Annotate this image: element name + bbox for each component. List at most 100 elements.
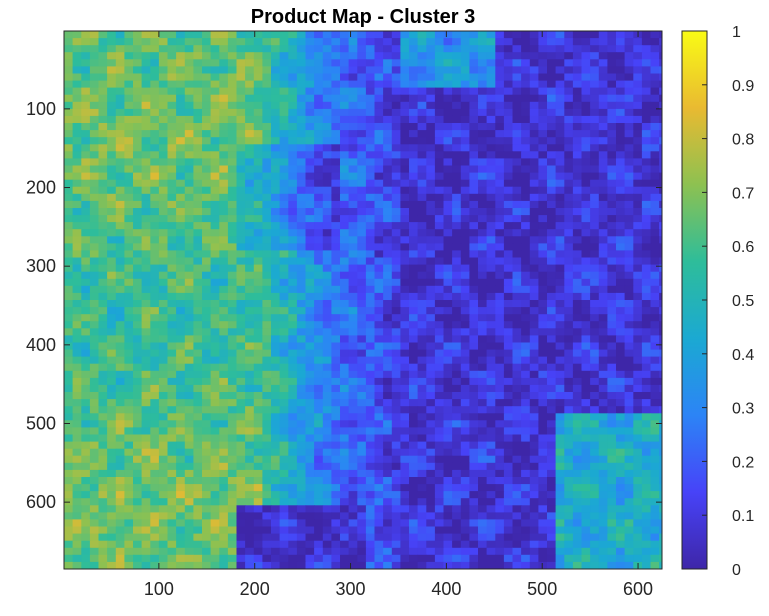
heatmap-cell: [529, 236, 539, 244]
heatmap-cell: [564, 130, 574, 138]
heatmap-cell: [89, 130, 100, 138]
heatmap-cell: [650, 377, 660, 386]
heatmap-cell: [478, 328, 488, 336]
heatmap-cell: [460, 243, 470, 252]
heatmap-cell: [253, 73, 263, 82]
heatmap-cell: [210, 257, 220, 266]
heatmap-cell: [434, 271, 445, 280]
heatmap-cell: [624, 115, 634, 124]
heatmap-cell: [400, 73, 410, 82]
heatmap-cell: [616, 257, 626, 266]
heatmap-cell: [391, 101, 401, 110]
heatmap-cell: [236, 484, 246, 492]
heatmap-cell: [529, 59, 539, 67]
heatmap-cell: [624, 200, 634, 209]
heatmap-cell: [210, 441, 220, 450]
heatmap-cell: [357, 427, 367, 436]
heatmap-cell: [98, 52, 108, 60]
heatmap-cell: [210, 427, 220, 436]
heatmap-cell: [322, 399, 332, 407]
heatmap-cell: [547, 285, 557, 294]
heatmap-cell: [245, 31, 255, 39]
heatmap-cell: [322, 243, 332, 252]
heatmap-cell: [383, 335, 393, 344]
heatmap-cell: [486, 300, 496, 308]
heatmap-cell: [158, 200, 169, 209]
heatmap-cell: [158, 215, 169, 223]
heatmap-cell: [340, 462, 350, 471]
heatmap-cell: [581, 420, 591, 428]
heatmap-cell: [107, 38, 117, 46]
heatmap-cell: [253, 477, 263, 485]
heatmap-cell: [236, 477, 246, 485]
heatmap-cell: [107, 80, 117, 89]
heatmap-cell: [659, 349, 662, 358]
heatmap-cell: [555, 264, 565, 273]
heatmap-cell: [115, 307, 125, 315]
heatmap-cell: [210, 420, 220, 428]
heatmap-cell: [365, 31, 376, 39]
heatmap-cell: [650, 101, 660, 110]
heatmap-cell: [202, 108, 212, 117]
heatmap-cell: [633, 222, 643, 230]
heatmap-cell: [262, 264, 272, 273]
heatmap-cell: [271, 144, 281, 152]
heatmap-cell: [538, 307, 548, 315]
heatmap-cell: [236, 179, 246, 188]
heatmap-cell: [659, 292, 662, 301]
heatmap-cell: [495, 519, 505, 528]
heatmap-cell: [590, 59, 600, 67]
heatmap-cell: [184, 533, 194, 542]
heatmap-cell: [624, 87, 634, 96]
heatmap-cell: [89, 512, 100, 521]
heatmap-cell: [331, 392, 341, 400]
heatmap-cell: [262, 257, 272, 266]
heatmap-cell: [210, 413, 220, 421]
heatmap-cell: [512, 257, 522, 266]
heatmap-cell: [64, 278, 74, 287]
heatmap-cell: [72, 45, 82, 53]
heatmap-cell: [331, 229, 341, 237]
heatmap-cell: [158, 38, 169, 46]
heatmap-cell: [426, 80, 436, 89]
heatmap-cell: [262, 59, 272, 67]
heatmap-cell: [478, 186, 488, 195]
heatmap-cell: [107, 455, 117, 464]
heatmap-cell: [400, 80, 410, 89]
heatmap-cell: [340, 243, 350, 252]
heatmap-cell: [512, 66, 522, 75]
heatmap-cell: [219, 123, 229, 131]
heatmap-cell: [521, 384, 531, 393]
heatmap-cell: [314, 59, 324, 67]
heatmap-cell: [616, 264, 626, 273]
heatmap-cell: [305, 292, 315, 301]
heatmap-cell: [572, 144, 583, 152]
heatmap-cell: [322, 250, 332, 259]
heatmap-cell: [322, 292, 332, 301]
heatmap-cell: [210, 87, 220, 96]
heatmap-cell: [633, 158, 643, 167]
heatmap-cell: [650, 292, 660, 301]
heatmap-cell: [383, 144, 393, 152]
heatmap-cell: [547, 236, 557, 244]
heatmap-cell: [348, 300, 358, 308]
heatmap-cell: [133, 477, 143, 485]
heatmap-cell: [650, 370, 660, 379]
heatmap-cell: [288, 328, 298, 336]
heatmap-cell: [469, 335, 479, 344]
heatmap-cell: [391, 271, 401, 280]
heatmap-cell: [624, 363, 634, 372]
heatmap-cell: [426, 271, 436, 280]
heatmap-cell: [590, 271, 600, 280]
heatmap-cell: [271, 335, 281, 344]
heatmap-cell: [529, 257, 539, 266]
heatmap-cell: [512, 59, 522, 67]
heatmap-cell: [391, 179, 401, 188]
heatmap-cell: [158, 264, 169, 273]
heatmap-cell: [322, 130, 332, 138]
heatmap-cell: [391, 342, 401, 351]
heatmap-cell: [581, 477, 591, 485]
heatmap-cell: [314, 108, 324, 117]
heatmap-cell: [348, 236, 358, 244]
heatmap-cell: [288, 392, 298, 400]
